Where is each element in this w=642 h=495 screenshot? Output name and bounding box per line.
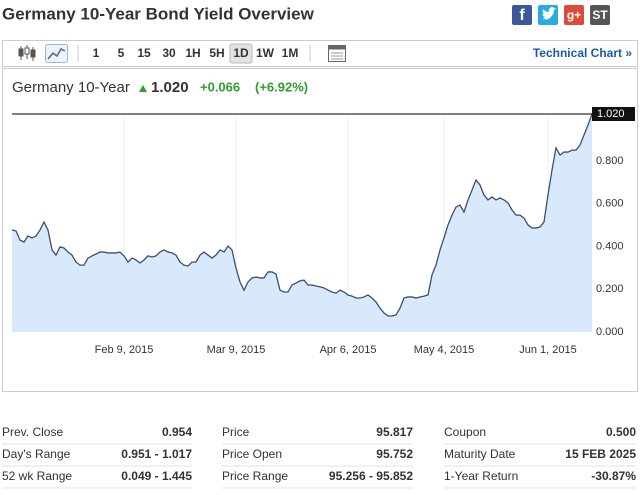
stat-label: Maturity Date	[444, 447, 516, 461]
interval-button[interactable]: 1W	[256, 46, 275, 60]
calendar-icon[interactable]	[328, 45, 346, 62]
interval-button[interactable]: 1M	[282, 46, 299, 60]
stat-label: Day's Range	[2, 447, 71, 461]
social-icon-label[interactable]: g+	[567, 8, 581, 22]
y-tick-label: 0.000	[596, 326, 624, 338]
stat-value: 95.256 - 95.852	[329, 469, 413, 483]
x-tick-label: Apr 6, 2015	[320, 344, 377, 356]
y-tick-label: 0.400	[596, 240, 624, 252]
change-percent: (+6.92%)	[255, 79, 308, 94]
interval-button[interactable]: 1D	[233, 46, 249, 60]
stat-label: Price Range	[222, 469, 288, 483]
social-icon[interactable]	[590, 5, 610, 25]
stat-value: 95.752	[376, 447, 413, 461]
stats-table: Prev. Close 0.954 Day's Range 0.951 - 1.017…	[2, 425, 636, 489]
interval-button[interactable]: 1H	[185, 46, 200, 60]
twitter-bird[interactable]	[542, 7, 556, 20]
social-icon-label[interactable]: f	[519, 7, 525, 24]
x-tick-label: Jun 1, 2015	[519, 344, 577, 356]
stat-label: Coupon	[444, 425, 486, 439]
x-tick-label: Feb 9, 2015	[95, 344, 154, 356]
stat-label: Price	[222, 425, 250, 439]
current-value-label: 1.020	[597, 108, 625, 120]
stat-value: 0.500	[606, 425, 636, 439]
x-tick-label: May 4, 2015	[414, 344, 475, 356]
social-icon[interactable]	[512, 5, 532, 25]
page-title: Germany 10-Year Bond Yield Overview	[2, 4, 315, 23]
social-links: f g+ ST	[512, 5, 610, 25]
interval-button[interactable]: 5	[118, 46, 125, 60]
up-arrow	[139, 85, 147, 92]
stat-value: 0.951 - 1.017	[121, 447, 192, 461]
stat-label: 52 wk Range	[2, 469, 72, 483]
interval-button[interactable]: 30	[162, 46, 176, 60]
line-chart-icon[interactable]	[45, 44, 68, 63]
interval-button[interactable]: 1	[93, 46, 100, 60]
stat-label: 1-Year Return	[444, 469, 518, 483]
y-tick-label: 0.600	[596, 198, 624, 210]
area-fill	[12, 114, 592, 332]
instrument-name: Germany 10-Year	[12, 79, 130, 96]
toolbar	[2, 40, 638, 67]
current-value-box	[592, 107, 635, 121]
social-icon-label[interactable]: ST	[592, 8, 608, 22]
stat-value: 0.049 - 1.445	[121, 469, 192, 483]
stat-label: Prev. Close	[2, 425, 63, 439]
y-tick-label: 0.200	[596, 283, 624, 295]
last-price: 1.020	[151, 79, 189, 96]
change: +0.066	[200, 79, 240, 94]
technical-chart-link[interactable]: Technical Chart »	[533, 46, 632, 60]
y-tick-label: 0.800	[596, 155, 624, 167]
stat-label: Price Open	[222, 447, 282, 461]
stat-value: -30.87%	[591, 469, 636, 483]
price-line	[11, 113, 593, 317]
interval-button[interactable]: 15	[137, 46, 151, 60]
interval-selected	[229, 43, 253, 64]
interval-button[interactable]: 5H	[209, 46, 224, 60]
candle-icon[interactable]	[18, 45, 36, 61]
social-icon[interactable]	[564, 5, 584, 25]
x-tick-label: Mar 9, 2015	[207, 344, 266, 356]
stat-value: 15 FEB 2025	[565, 447, 636, 461]
stat-value: 95.817	[376, 425, 413, 439]
stat-value: 0.954	[162, 425, 192, 439]
